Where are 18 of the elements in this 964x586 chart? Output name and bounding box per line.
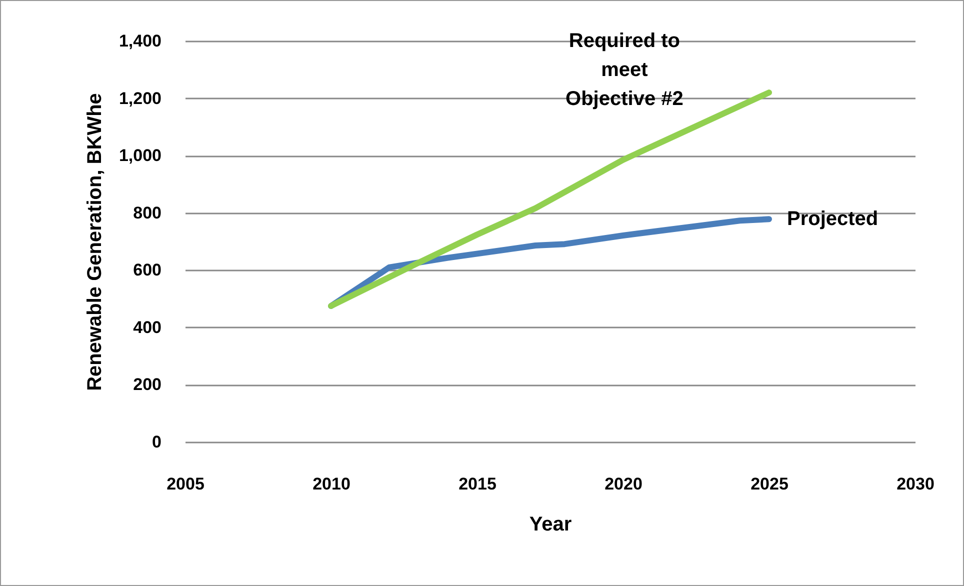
y-axis-title: Renewable Generation, BKWhe: [84, 93, 106, 391]
series-label: Projected: [787, 208, 878, 230]
y-tick-label: 400: [133, 318, 162, 337]
series-label: Required to meet Objective #2: [566, 30, 684, 110]
y-tick-label: 1,400: [118, 32, 162, 50]
x-axis-title: Year: [529, 514, 572, 536]
y-tick-label: 1,200: [118, 88, 162, 108]
y-tick-label: 0: [152, 432, 162, 452]
x-tick-label: 2020: [604, 474, 642, 494]
x-tick-label: 2015: [458, 474, 496, 494]
y-tick-label: 800: [133, 203, 162, 222]
y-tick-label: 600: [133, 260, 162, 280]
x-tick-label: 2030: [896, 474, 934, 494]
y-tick-label: 200: [133, 375, 162, 394]
x-tick-label: 2025: [750, 474, 788, 494]
x-tick-label: 2005: [166, 474, 204, 494]
y-tick-label: 1,000: [118, 146, 162, 166]
x-tick-label: 2010: [312, 474, 350, 494]
